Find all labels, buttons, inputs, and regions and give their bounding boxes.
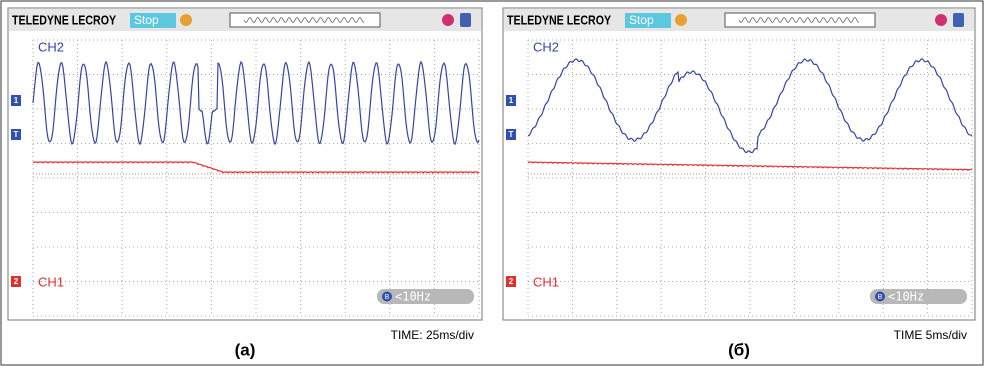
filter-icon: B xyxy=(878,294,883,301)
ch1-label: CH1 xyxy=(533,274,559,289)
icon-b xyxy=(953,13,964,27)
marker-label: 2 xyxy=(509,277,514,286)
caption: (б) xyxy=(728,340,750,359)
marker-label: T xyxy=(509,130,514,139)
icon-a xyxy=(935,14,947,26)
timebase: TIME 5ms/div xyxy=(894,328,967,342)
marker-label: T xyxy=(14,130,19,139)
status-icon xyxy=(180,14,192,26)
brand: TELEDYNE LECROY xyxy=(12,12,116,27)
filter: <10Hz xyxy=(888,290,924,304)
icon-b xyxy=(460,13,471,27)
icon-a xyxy=(442,14,454,26)
figure: TELEDYNE LECROY Stop 1 T 2 CH2 CH1 B <10Hz TIME: … xyxy=(0,0,984,366)
marker-label: 1 xyxy=(509,96,514,105)
caption: (a) xyxy=(235,340,256,359)
status: Stop xyxy=(134,13,159,27)
marker-label: 1 xyxy=(14,96,19,105)
ch2-label: CH2 xyxy=(38,39,64,54)
status-icon xyxy=(675,14,687,26)
marker-label: 2 xyxy=(14,277,19,286)
ch1-label: CH1 xyxy=(38,274,64,289)
ch2-label: CH2 xyxy=(533,39,559,54)
screen xyxy=(528,40,972,316)
filter: <10Hz xyxy=(395,290,431,304)
timebase: TIME: 25ms/div xyxy=(391,328,474,342)
brand: TELEDYNE LECROY xyxy=(507,12,611,27)
filter-icon: B xyxy=(385,294,390,301)
status: Stop xyxy=(629,13,654,27)
screen xyxy=(33,40,479,316)
